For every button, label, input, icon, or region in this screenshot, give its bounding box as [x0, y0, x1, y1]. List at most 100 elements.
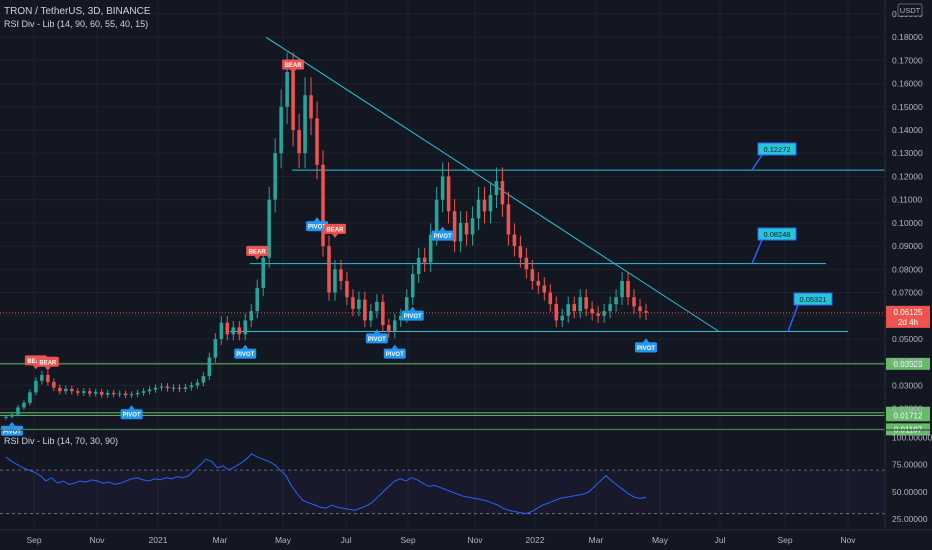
candle-body	[171, 387, 176, 389]
candle-body	[548, 292, 553, 305]
trendline[interactable]	[265, 36, 719, 332]
candle-body	[387, 325, 391, 333]
descending-trendline[interactable]	[265, 36, 719, 332]
candle-body	[177, 387, 182, 389]
price-tick-label: 0.12000	[892, 171, 923, 181]
rsi-tick-label: 50.00000	[892, 487, 928, 497]
time-tick-label: 2021	[149, 535, 168, 545]
time-tick-label: May	[652, 535, 669, 545]
candle-body	[87, 391, 92, 394]
candle-body	[105, 392, 110, 395]
candle-body	[147, 389, 152, 392]
level-callout[interactable]	[757, 227, 797, 241]
marker-pointer	[44, 366, 51, 371]
time-tick-label: Jul	[715, 535, 726, 545]
rsi-tick-label: 75.00000	[892, 460, 928, 470]
marker-label: BEAR	[27, 359, 45, 365]
candle-body	[482, 199, 487, 212]
marker-pivot	[120, 409, 143, 420]
marker-label: PIVOT	[637, 346, 655, 352]
candle-body	[213, 338, 218, 358]
marker-label: BEAR	[285, 63, 303, 69]
level-price-tag	[886, 423, 930, 436]
candle-body	[578, 297, 582, 312]
price-tick-label: 0.14000	[892, 125, 923, 135]
rsi-band	[0, 470, 885, 514]
time-axis[interactable]: Sep Nov 2021 Mar May Jul Sep Nov 2022 Mar May Jul Se…	[26, 535, 856, 545]
candle-body	[488, 195, 493, 212]
price-tick-label: 0.04000	[892, 357, 923, 367]
time-tick-label: Nov	[89, 535, 105, 545]
time-tick-label: Sep	[777, 535, 792, 545]
rsi-pane-label: RSI Div - Lib (14, 70, 30, 90)	[4, 436, 118, 446]
candle-body	[410, 273, 415, 298]
candle-body	[195, 382, 200, 386]
candle-body	[512, 234, 517, 247]
candle-body	[99, 391, 104, 395]
candle-body	[10, 414, 14, 417]
marker-pointer	[439, 226, 446, 231]
marker-pointer	[128, 405, 135, 410]
candle-body	[333, 269, 337, 293]
marker-pivot	[431, 230, 454, 241]
level-callout[interactable]	[793, 292, 833, 306]
candle-body	[327, 246, 331, 293]
marker-label: PIVOT	[236, 352, 254, 358]
marker-pointer	[290, 69, 297, 74]
rsi-line	[5, 453, 647, 515]
candle-body	[75, 391, 80, 393]
level-callout[interactable]	[757, 142, 797, 156]
candle-body	[129, 394, 134, 396]
candle-body	[518, 246, 523, 258]
candle-body	[452, 211, 457, 242]
candle-body	[524, 257, 529, 270]
candle-body	[351, 297, 355, 309]
currency-badge[interactable]: USDT	[897, 3, 923, 17]
price-tick-label: 0.11000	[892, 195, 922, 205]
price-tick-label: 0.16000	[892, 79, 923, 89]
candle-body	[530, 269, 535, 281]
candle-body	[189, 385, 194, 388]
candle-body	[434, 199, 439, 235]
candle-body	[470, 218, 475, 235]
callout-pointer	[751, 154, 763, 171]
currency-label: USDT	[900, 6, 921, 15]
candle-body	[369, 311, 373, 321]
candle-body	[536, 280, 541, 286]
candle-body	[40, 374, 44, 381]
candle-body	[28, 392, 32, 403]
candle-body	[34, 380, 38, 393]
candle-body	[237, 327, 242, 335]
candle-body	[620, 280, 624, 298]
candle-body	[608, 304, 612, 312]
candle-body	[255, 287, 259, 312]
marker-bear	[282, 59, 305, 70]
candle-body	[584, 297, 588, 309]
rsi-tick-label: 25.00000	[892, 514, 928, 524]
price-axis[interactable]: 0.190000.180000.170000.160000.150000.140…	[886, 9, 932, 524]
candle-body	[249, 311, 254, 321]
level-callout-label: 0.12272	[763, 145, 790, 154]
candle-body	[201, 376, 206, 383]
candle-body	[291, 71, 295, 131]
marker-pointer	[643, 338, 649, 343]
marker-pointer	[331, 233, 338, 238]
price-tick-label: 0.17000	[892, 55, 923, 65]
candle-body	[141, 391, 146, 393]
candle-body	[261, 257, 265, 288]
callout-pointer	[787, 304, 799, 332]
price-tick-label: 0.18000	[892, 32, 923, 42]
candle-body	[446, 176, 451, 212]
candle-body	[404, 297, 409, 316]
marker-pointer	[314, 217, 321, 222]
marker-label: PIVOT	[434, 234, 452, 240]
candle-body	[64, 388, 68, 392]
candle-body	[428, 234, 433, 263]
candle-body	[416, 257, 421, 274]
marker-pointer	[409, 306, 416, 311]
candle-body	[267, 199, 271, 258]
candle-body	[111, 392, 116, 395]
candle-body	[542, 285, 547, 293]
price-tick-label: 0.05000	[892, 334, 923, 344]
